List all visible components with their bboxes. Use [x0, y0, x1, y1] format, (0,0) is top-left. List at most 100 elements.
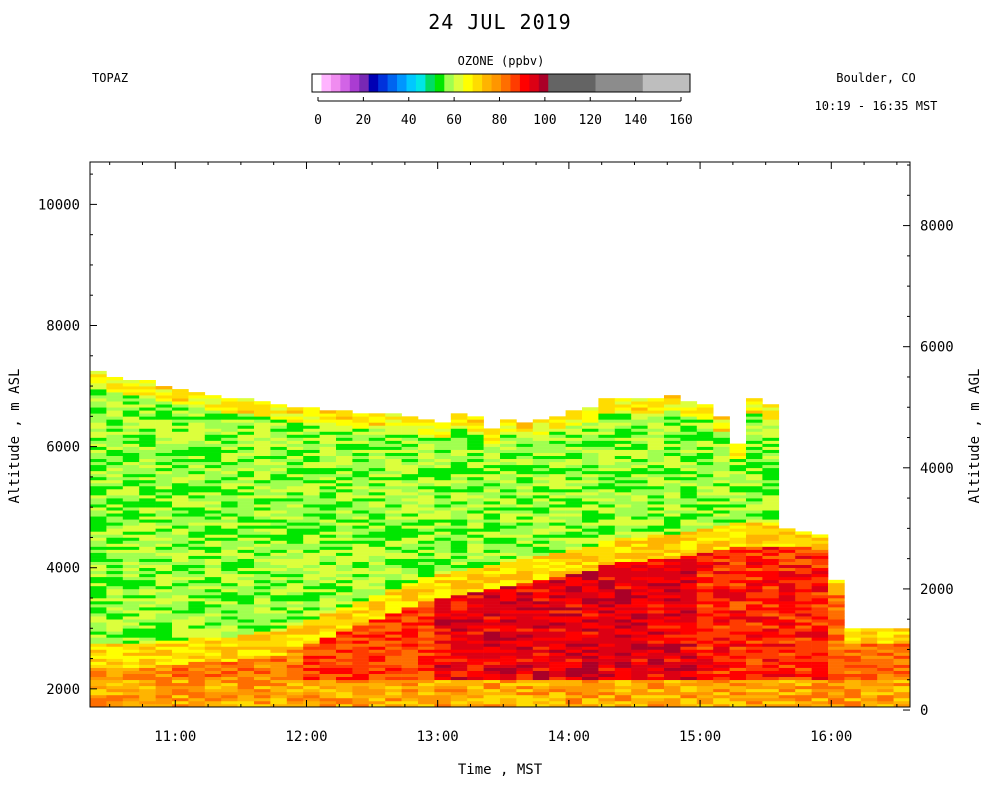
ozone-cell: [483, 482, 501, 487]
ozone-cell: [778, 549, 796, 553]
ozone-cell: [418, 489, 435, 493]
ozone-cell: [106, 516, 124, 520]
ozone-cell: [237, 561, 255, 565]
ozone-cell: [434, 628, 452, 632]
ozone-cell: [155, 510, 173, 514]
ozone-cell: [516, 576, 534, 581]
ozone-cell: [746, 625, 763, 629]
ozone-cell: [418, 428, 435, 432]
ozone-cell: [746, 528, 763, 532]
ozone-cell: [106, 619, 124, 623]
ozone-cell: [221, 534, 238, 538]
ozone-cell: [631, 685, 648, 690]
ozone-cell: [221, 419, 238, 423]
ozone-cell: [582, 540, 599, 544]
ozone-cell: [893, 700, 911, 705]
ozone-cell: [188, 685, 206, 690]
ozone-cell: [746, 576, 763, 581]
ozone-cell: [631, 549, 648, 553]
ozone-cell: [172, 419, 189, 423]
ozone-cell: [877, 652, 894, 656]
ozone-cell: [762, 449, 780, 453]
ozone-cell: [729, 694, 747, 699]
ozone-cell: [270, 658, 288, 662]
ozone-cell: [122, 643, 140, 647]
ozone-cell: [532, 516, 550, 520]
ozone-cell: [565, 622, 583, 626]
colorbar-swatch: [501, 74, 511, 92]
ozone-cell: [565, 525, 583, 529]
ozone-cell: [122, 422, 140, 426]
ozone-cell: [893, 655, 911, 659]
ozone-cell: [565, 588, 583, 593]
ozone-cell: [122, 461, 140, 466]
ozone-cell: [614, 428, 632, 432]
ozone-cell: [237, 655, 255, 659]
ozone-cell: [254, 640, 271, 644]
ozone-cell: [155, 604, 173, 608]
ozone-cell: [532, 607, 550, 611]
ozone-cell: [483, 579, 501, 584]
ozone-cell: [729, 652, 747, 656]
ozone-cell: [319, 546, 337, 550]
ozone-cell: [713, 492, 730, 496]
ozone-cell: [729, 534, 747, 538]
ozone-cell: [254, 504, 271, 508]
ozone-cell: [106, 510, 124, 514]
ozone-cell: [614, 576, 632, 581]
ozone-cell: [450, 643, 468, 647]
ozone-cell: [828, 685, 845, 690]
ozone-cell: [139, 688, 156, 693]
ozone-cell: [532, 473, 550, 478]
ozone-cell: [762, 640, 780, 644]
ozone-cell: [467, 464, 484, 469]
ozone-cell: [762, 643, 780, 647]
ozone-cell: [664, 455, 681, 460]
ozone-cell: [418, 431, 435, 435]
ozone-cell: [155, 467, 173, 472]
ozone-cell: [598, 543, 616, 547]
ozone-cell: [303, 613, 320, 617]
ozone-cell: [450, 594, 468, 599]
ozone-cell: [664, 443, 681, 447]
ozone-cell: [713, 622, 730, 626]
ozone-cell: [155, 498, 173, 502]
ozone-cell: [762, 673, 780, 678]
ozone-cell: [418, 449, 435, 453]
ozone-cell: [631, 416, 648, 420]
ozone-cell: [270, 664, 288, 668]
ozone-cell: [516, 492, 534, 496]
ozone-cell: [286, 495, 304, 499]
ozone-cell: [696, 613, 714, 617]
ozone-cell: [303, 682, 320, 687]
ozone-cell: [729, 670, 747, 674]
ozone-cell: [811, 540, 829, 544]
ozone-cell: [254, 688, 271, 693]
ozone-cell: [352, 688, 370, 693]
ozone-cell: [680, 613, 698, 617]
ozone-cell: [500, 458, 517, 463]
ozone-cell: [254, 588, 271, 593]
ozone-cell: [696, 473, 714, 478]
ozone-cell: [500, 661, 517, 665]
ozone-cell: [188, 655, 206, 659]
ozone-cell: [352, 652, 370, 656]
ozone-cell: [582, 443, 599, 447]
ozone-cell: [778, 658, 796, 662]
ozone-cell: [352, 434, 370, 438]
ozone-cell: [664, 531, 681, 535]
ozone-cell: [516, 649, 534, 653]
ozone-cell: [286, 564, 304, 569]
ozone-cell: [385, 631, 402, 635]
ozone-cell: [762, 419, 780, 423]
ozone-cell: [516, 540, 534, 544]
ozone-cell: [614, 625, 632, 629]
ozone-cell: [303, 649, 320, 653]
ozone-cell: [385, 416, 402, 420]
ozone-cell: [450, 510, 468, 514]
ozone-cell: [893, 679, 911, 684]
ozone-cell: [418, 601, 435, 605]
ozone-cell: [155, 389, 173, 393]
ozone-cell: [598, 437, 616, 441]
ozone-cell: [500, 613, 517, 617]
